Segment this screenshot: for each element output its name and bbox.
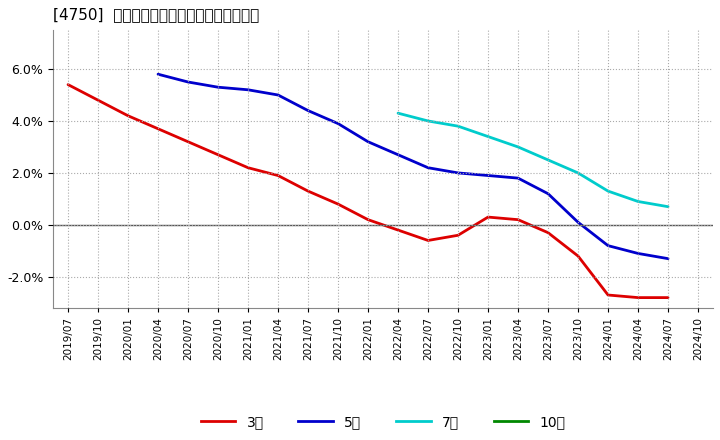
5年: [184, 79, 192, 84]
3年: [424, 238, 433, 243]
5年: [454, 170, 462, 176]
3年: [184, 139, 192, 144]
5年: [394, 152, 402, 158]
5年: [574, 220, 582, 225]
5年: [664, 256, 672, 261]
5年: [484, 173, 492, 178]
5年: [274, 92, 282, 98]
Line: 3年: 3年: [68, 84, 668, 297]
Legend: 3年, 5年, 7年, 10年: 3年, 5年, 7年, 10年: [195, 409, 571, 434]
7年: [424, 118, 433, 124]
7年: [574, 170, 582, 176]
5年: [424, 165, 433, 170]
7年: [394, 110, 402, 116]
3年: [364, 217, 372, 222]
Line: 7年: 7年: [398, 113, 668, 207]
5年: [304, 108, 312, 113]
5年: [334, 121, 343, 126]
5年: [214, 84, 222, 90]
3年: [574, 253, 582, 259]
3年: [304, 188, 312, 194]
3年: [484, 214, 492, 220]
3年: [544, 230, 552, 235]
7年: [514, 144, 523, 150]
3年: [334, 202, 343, 207]
3年: [394, 227, 402, 233]
3年: [604, 292, 613, 297]
Line: 5年: 5年: [158, 74, 668, 259]
5年: [604, 243, 613, 248]
3年: [664, 295, 672, 300]
3年: [154, 126, 163, 132]
7年: [484, 134, 492, 139]
3年: [634, 295, 642, 300]
5年: [514, 176, 523, 181]
3年: [244, 165, 253, 170]
7年: [454, 124, 462, 129]
3年: [214, 152, 222, 158]
5年: [544, 191, 552, 196]
5年: [244, 87, 253, 92]
5年: [634, 251, 642, 256]
7年: [544, 157, 552, 162]
3年: [514, 217, 523, 222]
3年: [94, 98, 102, 103]
Text: [4750]  当期純利益マージンの平均値の推移: [4750] 当期純利益マージンの平均値の推移: [53, 7, 259, 22]
3年: [124, 113, 132, 118]
7年: [634, 199, 642, 204]
3年: [64, 82, 73, 87]
5年: [154, 72, 163, 77]
7年: [604, 188, 613, 194]
5年: [364, 139, 372, 144]
3年: [274, 173, 282, 178]
3年: [454, 233, 462, 238]
7年: [664, 204, 672, 209]
